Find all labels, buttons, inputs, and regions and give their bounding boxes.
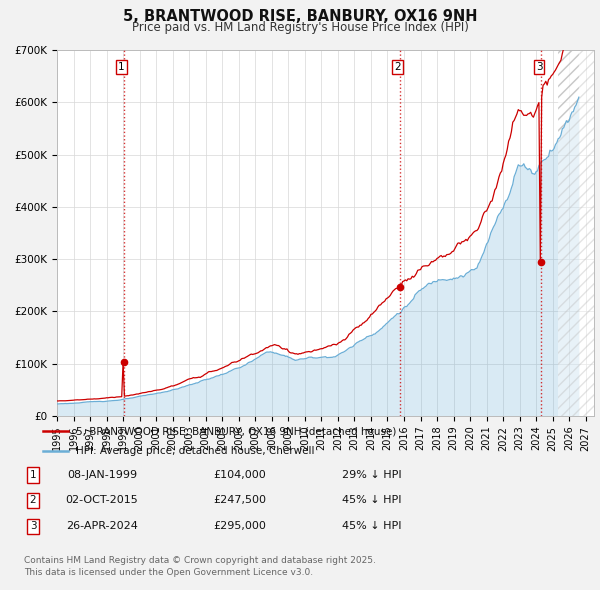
Text: 5, BRANTWOOD RISE, BANBURY, OX16 9NH (detached house): 5, BRANTWOOD RISE, BANBURY, OX16 9NH (de… xyxy=(76,427,396,436)
Text: 3: 3 xyxy=(536,62,542,72)
Text: 45% ↓ HPI: 45% ↓ HPI xyxy=(342,496,402,505)
Text: 02-OCT-2015: 02-OCT-2015 xyxy=(65,496,139,505)
Text: 2: 2 xyxy=(29,496,37,505)
Text: 45% ↓ HPI: 45% ↓ HPI xyxy=(342,522,402,531)
Text: 29% ↓ HPI: 29% ↓ HPI xyxy=(342,470,402,480)
Text: £247,500: £247,500 xyxy=(214,496,266,505)
Text: Price paid vs. HM Land Registry's House Price Index (HPI): Price paid vs. HM Land Registry's House … xyxy=(131,21,469,34)
Text: 1: 1 xyxy=(118,62,124,72)
Text: 3: 3 xyxy=(29,522,37,531)
Text: 5, BRANTWOOD RISE, BANBURY, OX16 9NH: 5, BRANTWOOD RISE, BANBURY, OX16 9NH xyxy=(123,9,477,24)
Text: £104,000: £104,000 xyxy=(214,470,266,480)
Text: Contains HM Land Registry data © Crown copyright and database right 2025.
This d: Contains HM Land Registry data © Crown c… xyxy=(24,556,376,576)
Text: 26-APR-2024: 26-APR-2024 xyxy=(66,522,138,531)
Text: £295,000: £295,000 xyxy=(214,522,266,531)
Text: 1: 1 xyxy=(29,470,37,480)
Text: 08-JAN-1999: 08-JAN-1999 xyxy=(67,470,137,480)
Text: 2: 2 xyxy=(394,62,401,72)
Text: HPI: Average price, detached house, Cherwell: HPI: Average price, detached house, Cher… xyxy=(76,446,314,456)
